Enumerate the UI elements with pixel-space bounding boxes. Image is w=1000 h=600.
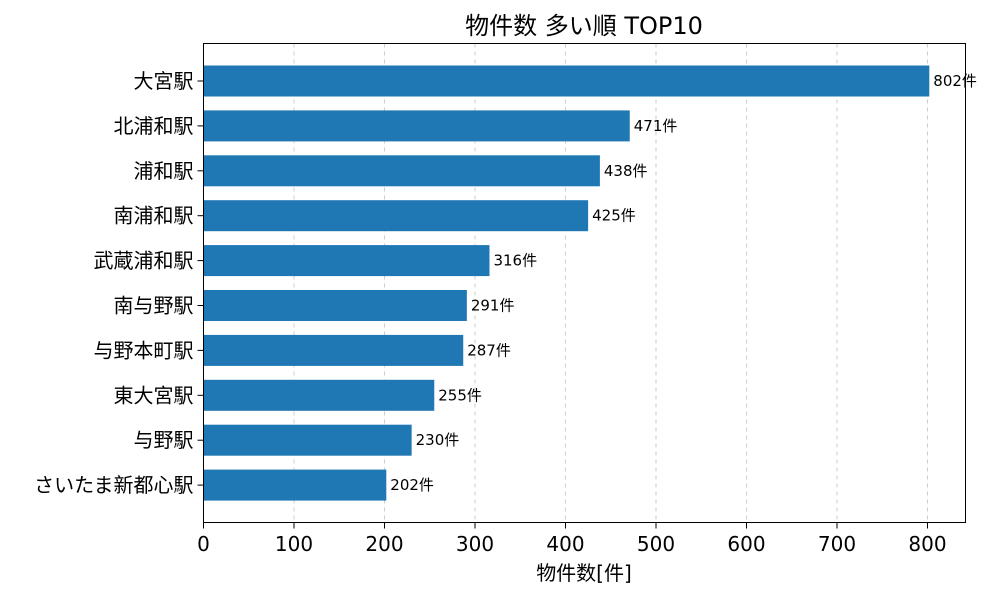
bar-value-label: 255件 xyxy=(438,386,482,404)
bar xyxy=(203,110,630,142)
x-tick-label: 300 xyxy=(456,532,494,556)
chart-title: 物件数 多い順 TOP10 xyxy=(465,12,703,40)
category-label: 浦和駅 xyxy=(134,159,194,183)
x-tick-label: 700 xyxy=(818,532,856,556)
bar-value-label: 802件 xyxy=(933,72,977,90)
category-label: 東大宮駅 xyxy=(114,383,194,407)
category-label: 武蔵浦和駅 xyxy=(94,249,194,273)
x-axis-label: 物件数[件] xyxy=(536,561,632,585)
bar xyxy=(203,290,467,321)
bar xyxy=(203,334,464,366)
bar-value-label: 438件 xyxy=(604,162,648,180)
bar xyxy=(203,65,930,97)
bar-value-label: 425件 xyxy=(592,207,636,225)
bar-value-label: 316件 xyxy=(493,252,537,270)
bar-value-label: 291件 xyxy=(471,297,515,315)
x-tick-label: 100 xyxy=(275,532,313,556)
bar xyxy=(203,155,600,187)
category-label: 与野駅 xyxy=(134,428,194,452)
x-tick-label: 800 xyxy=(908,532,946,556)
bar xyxy=(203,245,490,277)
data-labels: 802件 471件 438件 425件 316件 291件 287件 255件 230件 202件 xyxy=(390,72,977,494)
x-axis-ticks: 0 100 200 300 400 500 600 700 800 xyxy=(197,522,947,556)
category-label: 大宮駅 xyxy=(134,69,194,93)
x-tick-label: 500 xyxy=(637,532,675,556)
category-label: 南与野駅 xyxy=(114,294,194,318)
bar-value-label: 230件 xyxy=(416,431,460,449)
category-label: さいたま新都心駅 xyxy=(34,473,193,497)
category-label: 北浦和駅 xyxy=(114,114,194,138)
bars xyxy=(203,65,930,501)
category-labels: 大宮駅北浦和駅浦和駅南浦和駅武蔵浦和駅南与野駅与野本町駅東大宮駅与野駅さいたま新… xyxy=(34,69,204,497)
bar xyxy=(203,200,589,232)
category-label: 与野本町駅 xyxy=(94,338,194,362)
bar xyxy=(203,379,435,411)
bar-value-label: 471件 xyxy=(634,117,678,135)
bar xyxy=(203,469,387,501)
bar-value-label: 202件 xyxy=(390,476,434,494)
category-label: 南浦和駅 xyxy=(114,204,194,228)
x-tick-label: 200 xyxy=(365,532,403,556)
x-tick-label: 0 xyxy=(197,532,210,556)
bar-value-label: 287件 xyxy=(467,341,511,359)
bar xyxy=(203,424,412,456)
x-tick-label: 600 xyxy=(727,532,765,556)
plot-frame xyxy=(203,43,966,523)
x-tick-label: 400 xyxy=(546,532,584,556)
